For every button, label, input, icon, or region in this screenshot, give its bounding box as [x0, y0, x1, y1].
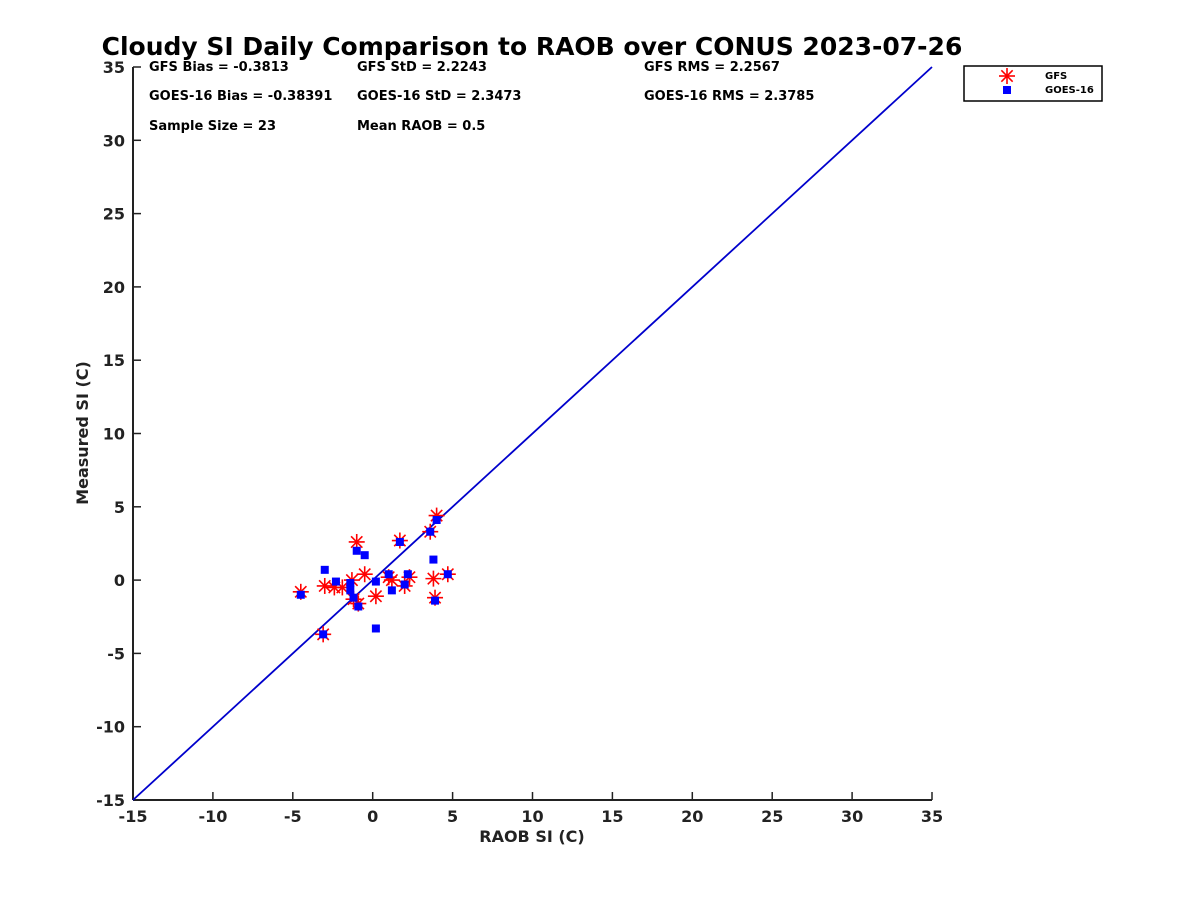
gfs-point — [348, 533, 365, 550]
goes16-point — [352, 546, 361, 555]
y-tick-label: -10 — [96, 718, 125, 737]
gfs-point — [425, 570, 442, 587]
legend-gfs-label: GFS — [1045, 71, 1067, 82]
stat-text: GOES-16 Bias = -0.38391 — [149, 89, 332, 104]
goes16-point — [387, 586, 396, 595]
x-tick-label: 20 — [681, 807, 703, 826]
x-tick-label: -5 — [284, 807, 302, 826]
stat-text: GOES-16 StD = 2.3473 — [357, 89, 521, 104]
legend-goes16-marker — [1003, 86, 1011, 94]
y-tick-label: -15 — [96, 791, 125, 810]
y-tick-label: 30 — [103, 131, 125, 150]
goes16-point — [346, 579, 355, 588]
x-tick-label: 10 — [521, 807, 543, 826]
x-tick-label: 0 — [367, 807, 378, 826]
goes16-point — [403, 570, 412, 579]
y-tick-label: 35 — [103, 58, 125, 77]
y-axis-label: Measured SI (C) — [73, 361, 92, 505]
goes16-point — [320, 565, 329, 574]
goes16-point — [319, 630, 328, 639]
goes16-point — [432, 515, 441, 524]
x-axis-label: RAOB SI (C) — [479, 827, 584, 846]
y-tick-label: 5 — [114, 498, 125, 517]
stat-text: Sample Size = 23 — [149, 119, 276, 134]
plot-area: -15 -10 -5 0 5 10 15 20 25 30 35 -15 -10 -5 0 5 10 15 20 25… — [96, 58, 943, 826]
goes16-point — [296, 590, 305, 599]
legend-gfs-asterisk — [999, 68, 1015, 84]
one-to-one-line — [132, 66, 933, 801]
goes16-point — [395, 537, 404, 546]
x-tick-label: 25 — [761, 807, 783, 826]
goes16-point — [354, 602, 363, 611]
stat-text: GFS Bias = -0.3813 — [149, 60, 289, 75]
stat-text: GFS StD = 2.2243 — [357, 60, 487, 75]
legend-box — [963, 65, 1103, 102]
x-tick-label: 35 — [921, 807, 943, 826]
legend-gfs-marker — [999, 68, 1015, 84]
goes16-point — [400, 580, 409, 589]
y-tick-label: 25 — [103, 205, 125, 224]
y-tick-label: 10 — [103, 425, 125, 444]
stat-text: Mean RAOB = 0.5 — [357, 119, 485, 134]
goes16-point — [346, 586, 355, 595]
x-tick-label: 5 — [447, 807, 458, 826]
y-tick-label: -5 — [107, 644, 125, 663]
goes16-point — [429, 555, 438, 564]
y-tick-label: 0 — [114, 571, 125, 590]
x-tick-label: 15 — [601, 807, 623, 826]
goes16-point — [426, 527, 435, 536]
gfs-point — [356, 566, 373, 583]
goes16-point — [384, 570, 393, 579]
y-tick-label: 15 — [103, 351, 125, 370]
stat-text: GOES-16 RMS = 2.3785 — [644, 89, 814, 104]
y-tick-label: 20 — [103, 278, 125, 297]
legend: GFS GOES-16 — [963, 65, 1103, 102]
goes16-point — [349, 593, 358, 602]
legend-goes16-label: GOES-16 — [1045, 85, 1094, 96]
x-tick-label: -15 — [119, 807, 148, 826]
goes16-point — [431, 596, 440, 605]
data-points — [292, 507, 456, 643]
gfs-point — [367, 588, 384, 605]
goes16-point — [371, 577, 380, 586]
chart-title: Cloudy SI Daily Comparison to RAOB over … — [102, 32, 963, 61]
stat-text: GFS RMS = 2.2567 — [644, 60, 780, 75]
x-tick-label: -10 — [198, 807, 227, 826]
goes16-point — [443, 570, 452, 579]
axis-ticks: -15 -10 -5 0 5 10 15 20 25 30 35 -15 -10 -5 0 5 10 15 20 25… — [96, 58, 943, 826]
goes16-point — [331, 577, 340, 586]
goes16-point — [360, 551, 369, 560]
goes16-point — [371, 624, 380, 633]
stats-annotations: GFS Bias = -0.3813 GFS StD = 2.2243 GFS RM… — [149, 60, 814, 134]
x-tick-label: 30 — [841, 807, 863, 826]
